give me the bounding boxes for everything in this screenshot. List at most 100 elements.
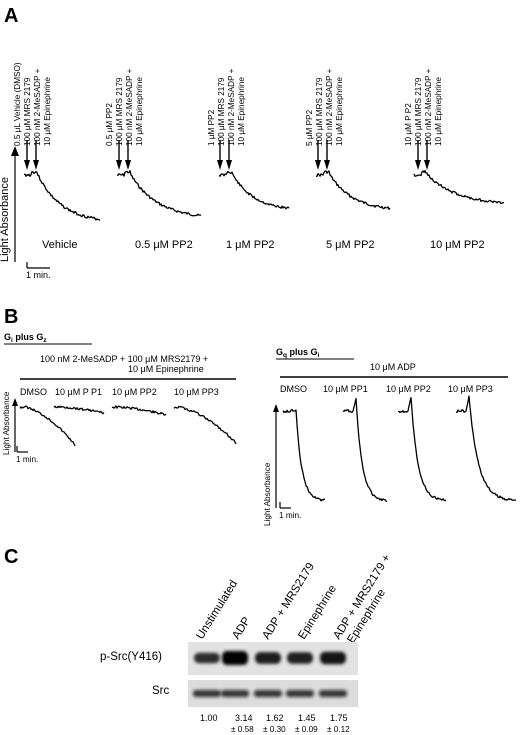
a-g4-label-3: 100 nM 2-MeSADP + — [325, 68, 334, 146]
a-y-axis-label: Light Absorbance — [0, 177, 11, 262]
c-lane-labels: Unstimulated ADP ADP + MRS2179 Epinephri… — [194, 552, 393, 645]
c-psrc-band-2 — [222, 651, 248, 665]
c-blot-bands — [193, 651, 347, 697]
b-left-trace-1 — [19, 405, 76, 447]
a-g2-label-1: 0.5 μM PP2 — [105, 103, 114, 146]
panel-a-group-1-labels: 0.5 μL Vehicle (DMSO) 100 μM MRS 2179 10… — [13, 62, 52, 146]
b-left-trace-pp3: 10 μM PP3 — [174, 387, 219, 397]
a-arrow-head — [33, 160, 39, 170]
a-g5-label-1: 10 μM P P2 — [404, 103, 413, 146]
c-mean-2: 3.14 — [235, 713, 253, 723]
panel-a-group-5-labels: 10 μM P P2 100 μM MRS 2179 100 nM 2-MeSA… — [404, 68, 443, 146]
b-left-trace-dmso: DMSO — [20, 387, 47, 397]
a-trace-5 — [413, 169, 505, 205]
c-sem-5: ± 0.12 — [327, 725, 350, 734]
a-trace-2 — [116, 170, 202, 217]
b-right-header-line1: 10 μM ADP — [370, 362, 416, 372]
b-left-aggregation-traces — [19, 405, 237, 447]
a-arrow-head — [116, 160, 122, 170]
panel-a-group-2-labels: 0.5 μM PP2 100 μM MRS 2179 100 nM 2-MeSA… — [105, 68, 144, 146]
b-right-trace-1 — [282, 408, 326, 502]
b-left-header-line2: 10 μM Epinephrine — [128, 364, 204, 374]
a-g4-label-1: 5 μM PP2 — [305, 109, 314, 146]
a-g2-label-4: 10 μM Epinephrine — [135, 77, 144, 146]
b-right-trace-3 — [397, 397, 447, 502]
panel-a-group-4-labels: 5 μM PP2 100 μM MRS 2179 100 nM 2-MeSADP… — [305, 68, 344, 146]
c-psrc-band-4 — [287, 652, 313, 664]
a-g1-label-3: 100 nM 2-MeSADP + — [33, 68, 42, 146]
b-right-scale-label: 1 min. — [279, 511, 301, 520]
c-mean-5: 1.75 — [330, 713, 348, 723]
a-arrow-head — [125, 160, 131, 170]
c-psrc-band-5 — [320, 651, 346, 665]
c-src-band-5 — [319, 690, 347, 697]
b-left-header-line1: 100 nM 2-MeSADP + 100 μM MRS2179 + — [40, 354, 208, 364]
a-g1-label-4: 10 μM Epinephrine — [43, 77, 52, 146]
c-psrc-band-1 — [194, 652, 220, 664]
a-group-name-5pp2: 5 μM PP2 — [326, 239, 375, 251]
b-right-aggregation-traces — [282, 395, 516, 503]
a-g4-label-4: 10 μM Epinephrine — [335, 77, 344, 146]
b-left-trace-3 — [111, 405, 167, 416]
a-scale-label: 1 min. — [26, 270, 51, 280]
a-group-name-1pp2: 1 μM PP2 — [226, 239, 275, 251]
a-arrow-head — [424, 160, 430, 170]
b-left-scale-label: 1 min. — [16, 455, 38, 464]
panel-c-letter: C — [4, 546, 18, 568]
panel-b-letter: B — [4, 306, 18, 328]
a-g2-label-3: 100 nM 2-MeSADP + — [125, 68, 134, 146]
c-sem-3: ± 0.30 — [263, 725, 286, 734]
a-arrow-head — [415, 160, 421, 170]
a-group-name-vehicle: Vehicle — [42, 239, 77, 251]
c-src-band-3 — [254, 690, 282, 697]
a-g2-label-2: 100 μM MRS 2179 — [115, 77, 124, 146]
c-mean-3: 1.62 — [266, 713, 284, 723]
a-g5-label-4: 10 μM Epinephrine — [434, 77, 443, 146]
c-row-label-psrc: p-Src(Y416) — [100, 651, 162, 663]
b-right-trace-2 — [342, 397, 388, 503]
a-y-axis-arrowhead — [11, 146, 19, 156]
c-src-band-2 — [221, 690, 249, 697]
b-right-y-axis-label: Light Absorbance — [263, 462, 272, 526]
c-psrc-band-3 — [255, 652, 281, 664]
b-left-y-axis-label: Light Absorbance — [2, 391, 11, 455]
a-arrow-head — [24, 160, 30, 170]
a-group-name-10pp2: 10 μM PP2 — [430, 239, 485, 251]
a-arrow-head — [324, 160, 330, 170]
c-lane-adp: ADP — [230, 615, 253, 642]
panel-a-letter: A — [4, 5, 18, 27]
c-mean-1: 1.00 — [200, 713, 218, 723]
a-trace-4 — [315, 170, 391, 211]
b-right-y-axis-arrowhead — [273, 404, 279, 412]
a-arrow-head — [315, 160, 321, 170]
c-src-band-4 — [286, 690, 314, 697]
a-arrow-head — [217, 160, 223, 170]
b-left-trace-4 — [173, 405, 237, 445]
b-left-trace-pp1: 10 μM P P1 — [55, 387, 102, 397]
b-right-trace-pp2: 10 μM PP2 — [386, 384, 431, 394]
panel-a-group-3-labels: 1 μM PP2 100 μM MRS 2179 100 nM 2-MeSADP… — [207, 68, 246, 146]
b-right-trace-pp1: 10 μM PP1 — [323, 384, 368, 394]
a-g5-label-2: 100 μM MRS 2179 — [414, 77, 423, 146]
a-g3-label-4: 10 μM Epinephrine — [237, 77, 246, 146]
a-g3-label-3: 100 nM 2-MeSADP + — [227, 68, 236, 146]
a-g5-label-3: 100 nM 2-MeSADP + — [424, 68, 433, 146]
a-g1-label-1: 0.5 μL Vehicle (DMSO) — [13, 62, 22, 146]
panel-a-addition-arrows — [24, 140, 430, 170]
c-src-band-1 — [193, 690, 221, 697]
panel-a-aggregation-traces — [23, 169, 505, 221]
b-left-trace-2 — [53, 405, 105, 415]
c-row-label-src: Src — [152, 685, 170, 697]
b-left-trace-pp2: 10 μM PP2 — [112, 387, 157, 397]
b-right-trace-4 — [455, 395, 516, 501]
a-g1-label-2: 100 μM MRS 2179 — [23, 77, 32, 146]
c-sem-4: ± 0.09 — [295, 725, 318, 734]
b-right-title: Gq plus Gi — [276, 347, 320, 359]
a-g4-label-2: 100 μM MRS 2179 — [315, 77, 324, 146]
a-trace-1 — [23, 170, 101, 221]
c-sem-2: ± 0.58 — [231, 725, 254, 734]
a-group-name-05pp2: 0.5 μM PP2 — [135, 239, 193, 251]
b-left-y-axis-arrowhead — [12, 398, 18, 406]
b-right-trace-dmso: DMSO — [280, 384, 307, 394]
